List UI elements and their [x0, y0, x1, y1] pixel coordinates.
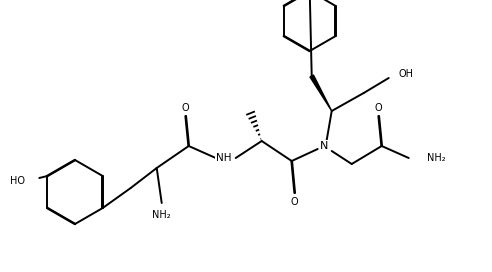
Text: O: O — [182, 103, 189, 113]
Polygon shape — [310, 75, 332, 111]
Text: NH₂: NH₂ — [153, 210, 171, 220]
Text: O: O — [375, 103, 382, 113]
Text: NH: NH — [216, 153, 231, 163]
Text: HO: HO — [10, 176, 25, 186]
Text: NH₂: NH₂ — [427, 153, 445, 163]
Text: O: O — [291, 197, 299, 207]
Text: N: N — [319, 141, 328, 151]
Text: OH: OH — [399, 69, 414, 79]
